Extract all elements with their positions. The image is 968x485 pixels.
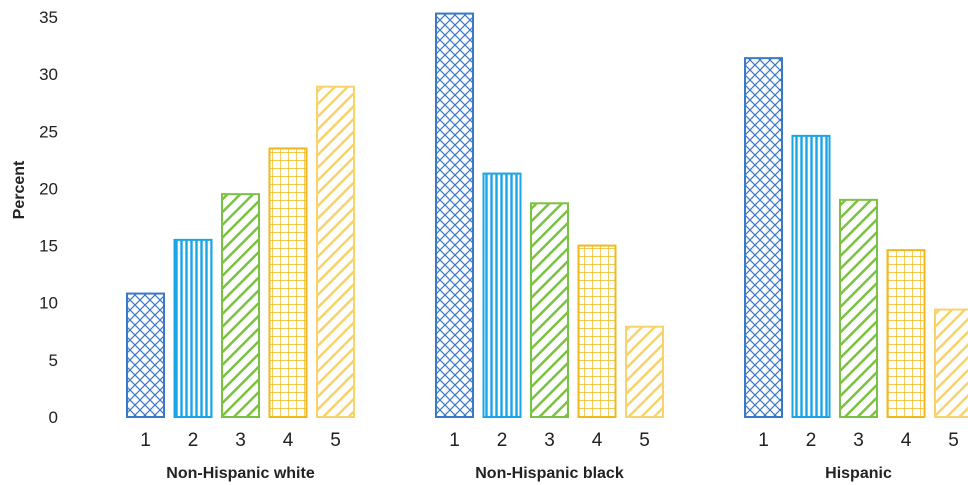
bar	[839, 198, 878, 418]
bar	[886, 249, 926, 418]
x-tick-label: 1	[449, 430, 460, 451]
x-tick-label: 1	[140, 430, 151, 451]
y-tick-label: 5	[49, 351, 58, 370]
bar	[126, 292, 165, 419]
x-tick-label: 3	[235, 430, 246, 451]
x-tick-label: 4	[283, 430, 294, 451]
x-tick-label: 3	[544, 430, 555, 451]
group-label: Non-Hispanic black	[475, 465, 624, 482]
x-tick-label: 5	[639, 430, 650, 451]
bar	[482, 172, 522, 418]
bar	[791, 134, 831, 418]
x-tick-label: 2	[806, 430, 817, 451]
x-tick-label: 3	[853, 430, 864, 451]
bar	[577, 244, 617, 418]
y-tick-label: 20	[39, 179, 58, 198]
bar	[268, 147, 308, 419]
bar	[744, 57, 783, 419]
group-label: Hispanic	[825, 465, 892, 482]
y-tick-label: 30	[39, 65, 58, 84]
x-tick-label: 5	[330, 430, 341, 451]
y-tick-label: 10	[39, 294, 58, 313]
y-axis-title: Percent	[11, 160, 28, 219]
y-tick-label: 35	[39, 8, 58, 27]
x-tick-label: 4	[592, 430, 603, 451]
bar	[625, 325, 664, 419]
x-tick-label: 2	[188, 430, 199, 451]
bars	[126, 12, 968, 419]
bar	[435, 12, 474, 418]
bar	[316, 85, 355, 418]
bar	[173, 238, 213, 418]
y-tick-label: 15	[39, 237, 58, 256]
bar	[530, 202, 569, 418]
x-tick-label: 4	[901, 430, 912, 451]
group-label: Non-Hispanic white	[166, 465, 315, 482]
y-axis-ticks: 0 5 10 15 20 25 30 35	[39, 8, 58, 427]
x-axis-labels: 1 2 3 4 5 Non-Hispanic white 1 2 3 4 5 Non-Hispanic…	[140, 430, 959, 482]
bar	[934, 308, 968, 419]
y-tick-label: 0	[49, 408, 58, 427]
x-tick-label: 2	[497, 430, 508, 451]
bar	[221, 193, 260, 418]
x-tick-label: 1	[758, 430, 769, 451]
y-tick-label: 25	[39, 122, 58, 141]
x-tick-label: 5	[948, 430, 959, 451]
